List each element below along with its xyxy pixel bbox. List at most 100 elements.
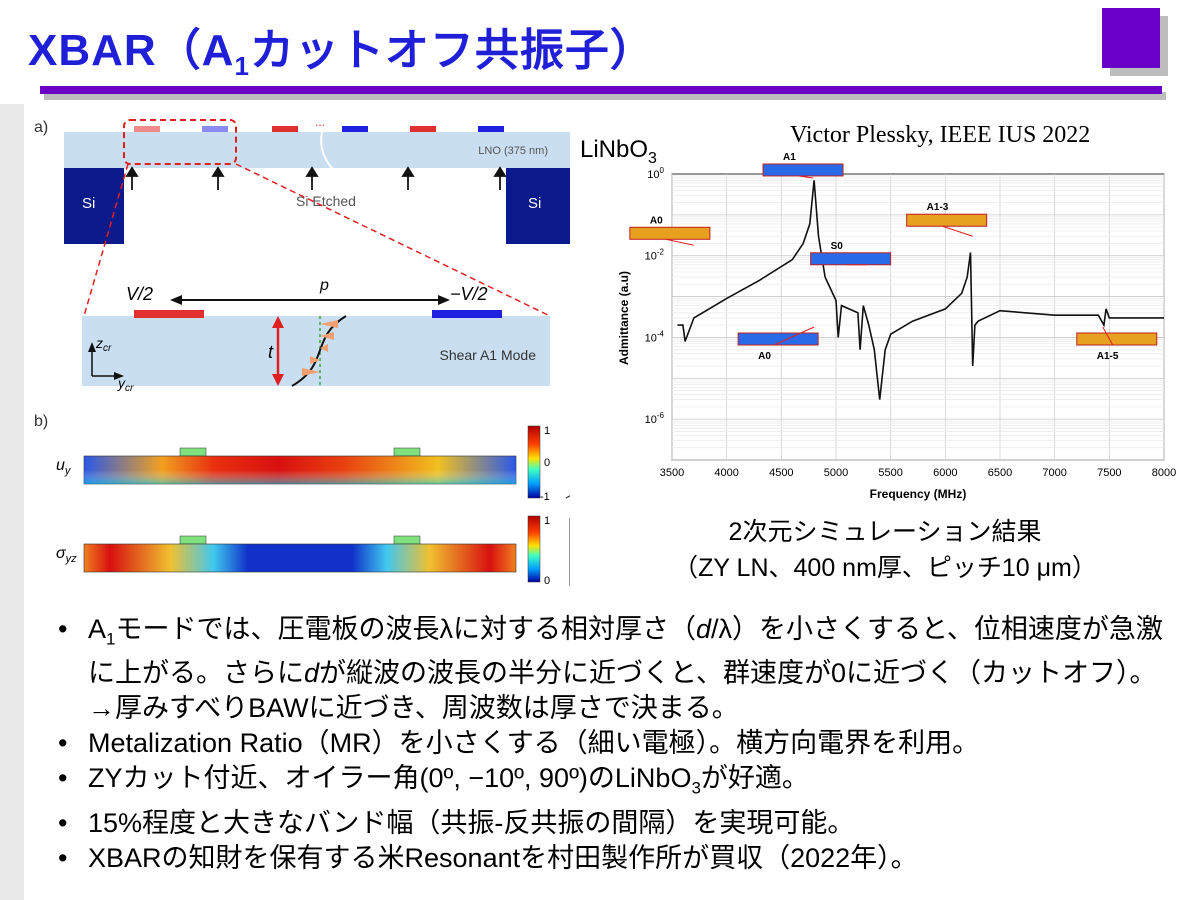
electrode-pos <box>134 126 160 132</box>
panel-b-label: b) <box>34 413 48 430</box>
si-etched-label: Si Etched <box>296 193 356 209</box>
mode-annotation-label: A0 <box>650 215 663 226</box>
crystal-axes: zcr ycr <box>88 335 134 394</box>
y-axis-label: Admittance (a.u) <box>617 271 631 365</box>
bullet-list: A1モードでは、圧電板の波長λに対する相対厚さ（d/λ）を小さくすると、位相速度… <box>40 612 1170 876</box>
citation: Victor Plessky, IEEE IUS 2022 <box>790 122 1091 148</box>
si-right-label: Si <box>528 195 541 212</box>
x-tick-label: 8000 <box>1152 467 1176 479</box>
colorbar-uy-mid: 0 <box>544 457 550 469</box>
mode-annotation-label: A1 <box>783 152 796 163</box>
material-label: LiNbO3 <box>580 136 657 167</box>
left-margin-stripe <box>0 104 24 900</box>
y-tick-labels: 100 10-2 10-4 10-6 <box>645 166 665 426</box>
electrode-neg <box>342 126 368 132</box>
bullet-item: 15%程度と大きなバンド幅（共振-反共振の間隔）を実現可能。 <box>40 806 1170 841</box>
mode-shape-thumbnail <box>1076 332 1158 346</box>
annotation-arrow <box>773 326 815 346</box>
electrode-neg-zoom <box>432 310 502 318</box>
annotation-arrow <box>1102 326 1114 346</box>
more-electrodes-dots: ... <box>315 115 325 129</box>
colorbar-uy-max: 1 <box>544 425 550 437</box>
zoom-line-right <box>235 163 551 317</box>
admittance-chart: 3500 4000 4500 5000 5500 6000 6500 7000 7500 8000… <box>617 152 1176 501</box>
electrode-neg <box>478 126 504 132</box>
layer-break-mark <box>320 131 333 169</box>
mode-shape-thumbnail <box>810 252 892 266</box>
x-tick-label: 4500 <box>769 467 793 479</box>
electrode-pos <box>410 126 436 132</box>
x-tick-label: 4000 <box>714 467 738 479</box>
lno-label: LNO (375 nm) <box>478 145 548 157</box>
y-tick-label: 10-2 <box>645 248 665 263</box>
corner-decoration <box>1102 8 1160 68</box>
force-arrows <box>125 166 507 190</box>
svg-text:ycr: ycr <box>117 375 134 394</box>
shear-profile-arrows <box>302 320 338 376</box>
bullet-item: ZYカット付近、オイラー角(0º, −10º, 90º)のLiNbO3が好適。 <box>40 761 1170 805</box>
si-block-right <box>506 168 570 244</box>
x-tick-labels: 3500 4000 4500 5000 5500 6000 6500 7000 7500 8000 <box>660 467 1176 479</box>
electrode-pos-zoom <box>134 310 204 318</box>
electrode-neg <box>202 126 228 132</box>
si-block-left <box>64 168 124 244</box>
x-tick-label: 5000 <box>824 467 848 479</box>
title-divider <box>40 86 1162 94</box>
voltage-left-label: V/2 <box>126 284 153 304</box>
mode-annotation-label: A1-5 <box>1097 351 1119 362</box>
mode-annotation-label: A0 <box>758 351 771 362</box>
bullet-item: XBARの知財を保有する米Resonantを村田製作所が買収（2022年）。 <box>40 841 1170 876</box>
mode-annotation-label: A1-3 <box>927 202 949 213</box>
bullet-item: Metalization Ratio（MR）を小さくする（細い電極）。横方向電界… <box>40 726 1170 761</box>
zoom-selection-box <box>123 119 237 165</box>
xbar-structure-figure: a) LNO (375 nm) ... Si Si Si Etched V/2 … <box>34 115 570 587</box>
figure-caption-conditions: （ZY LN、400 nm厚、ピッチ10 μm） <box>673 554 1097 582</box>
slide-title: XBAR（A1カットオフ共振子） <box>28 26 655 81</box>
y-tick-label: 100 <box>647 166 664 181</box>
colorbar-uy-min: -1 <box>540 491 550 503</box>
colorbar-syz <box>527 515 541 583</box>
x-tick-label: 6000 <box>933 467 957 479</box>
lno-layer <box>64 132 570 168</box>
x-tick-label: 7000 <box>1042 467 1066 479</box>
electrode-sim <box>393 447 421 457</box>
mode-shape-thumbnail <box>737 332 819 346</box>
shear-mode-label: Shear A1 Mode <box>439 347 536 363</box>
x-axis-label: Frequency (MHz) <box>870 487 967 501</box>
bullet-item: A1モードでは、圧電板の波長λに対する相対厚さ（d/λ）を小さくすると、位相速度… <box>40 612 1170 726</box>
y-tick-label: 10-4 <box>645 329 665 344</box>
electrode-pos <box>272 126 298 132</box>
annotation-arrow <box>798 175 814 179</box>
electrode-sim <box>179 535 207 545</box>
lno-zoom-layer <box>82 316 550 386</box>
electrode-sim <box>393 535 421 545</box>
figure-caption-title: 2次元シミュレーション結果 <box>728 518 1042 546</box>
mode-shape-thumbnail <box>629 226 711 240</box>
uy-profile-sketch <box>565 494 570 499</box>
colorbar-uy <box>527 425 541 499</box>
mode-shape-thumbnail <box>906 213 988 227</box>
annotation-arrow <box>942 225 973 237</box>
annotation-arrow <box>665 238 694 246</box>
syz-field-map <box>83 543 517 573</box>
mode-shape-thumbnail <box>762 163 844 177</box>
x-tick-label: 7500 <box>1097 467 1121 479</box>
x-tick-label: 6500 <box>988 467 1012 479</box>
panel-a-label: a) <box>34 119 48 136</box>
pitch-label: p <box>319 277 329 294</box>
electrode-sim <box>179 447 207 457</box>
zoom-line-left <box>83 163 129 317</box>
thickness-label: t <box>268 342 274 362</box>
x-tick-label: 5500 <box>878 467 902 479</box>
colorbar-syz-max: 1 <box>544 515 550 527</box>
y-tick-label: 10-6 <box>645 411 665 426</box>
admittance-series-line <box>677 180 1164 400</box>
mode-annotations: A1 A0 S0 A1-3 A0 A1-5 <box>629 152 1158 362</box>
x-tick-label: 3500 <box>660 467 684 479</box>
syz-label: σyz <box>56 545 77 565</box>
svg-text:zcr: zcr <box>95 335 112 354</box>
colorbar-syz-min: 0 <box>544 575 550 587</box>
si-left-label: Si <box>82 195 95 212</box>
mode-annotation-label: S0 <box>831 241 844 252</box>
voltage-right-label: −V/2 <box>450 284 488 304</box>
